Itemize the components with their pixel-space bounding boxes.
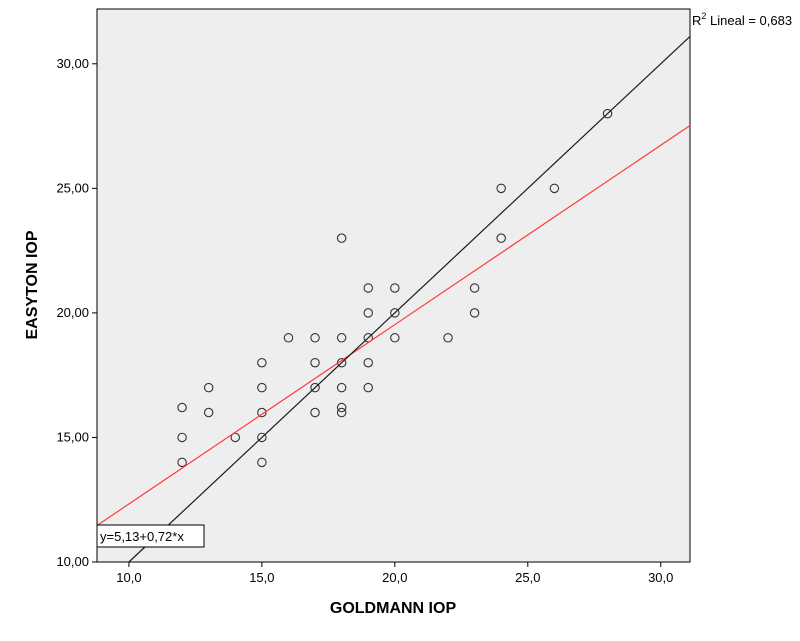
data-point <box>310 382 320 393</box>
data-point <box>336 407 347 418</box>
y-tick-label: 25,00 <box>56 180 89 195</box>
reference-line <box>128 35 691 563</box>
data-point <box>363 382 373 393</box>
line-layer <box>96 35 691 563</box>
x-tick-label: 10,0 <box>116 570 141 585</box>
fit-line <box>96 125 691 526</box>
data-point <box>283 333 294 343</box>
y-axis: 10,00 15,00 20,00 25,00 30,00 <box>56 56 97 569</box>
data-point <box>443 333 453 343</box>
y-tick-label: 15,00 <box>56 429 89 444</box>
data-point <box>363 357 373 368</box>
data-point <box>310 407 320 418</box>
data-point <box>177 432 187 443</box>
marker-layer <box>177 108 613 468</box>
data-point <box>310 357 320 368</box>
r2-base: R <box>692 13 701 28</box>
x-axis: 10,0 15,0 20,0 25,0 30,0 <box>116 562 673 585</box>
data-point <box>363 308 373 318</box>
r2-annotation: R2 Lineal = 0,683 <box>692 11 792 28</box>
x-tick-label: 15,0 <box>249 570 274 585</box>
x-axis-title: GOLDMANN IOP <box>330 600 457 617</box>
data-point <box>203 382 214 393</box>
data-point <box>177 457 187 468</box>
r2-sup: 2 <box>701 11 706 21</box>
x-tick-label: 20,0 <box>382 570 407 585</box>
data-point <box>257 432 267 443</box>
data-point <box>336 382 347 393</box>
data-point <box>469 308 480 318</box>
plot-area <box>96 8 691 563</box>
data-point <box>496 183 506 194</box>
data-point <box>203 407 214 418</box>
data-point <box>336 233 347 243</box>
data-point <box>257 357 267 368</box>
data-point <box>257 457 267 468</box>
equation-label-box <box>96 524 205 548</box>
data-point <box>390 283 400 293</box>
data-point <box>257 382 267 393</box>
data-point <box>230 432 241 443</box>
data-point <box>257 407 267 418</box>
data-point <box>177 402 187 413</box>
data-point <box>602 108 613 119</box>
data-point <box>496 233 506 243</box>
data-point <box>336 333 347 343</box>
data-point <box>390 333 400 343</box>
data-point <box>363 283 373 293</box>
data-point <box>469 283 480 293</box>
y-axis-title: EASYTON IOP <box>24 230 41 339</box>
x-tick-label: 25,0 <box>515 570 540 585</box>
r2-rest: Lineal = 0,683 <box>706 13 792 28</box>
y-tick-label: 30,00 <box>56 56 89 71</box>
data-point <box>549 183 560 194</box>
x-tick-label: 30,0 <box>648 570 673 585</box>
data-point <box>310 333 320 343</box>
y-tick-label: 10,00 <box>56 554 89 569</box>
equation-label: y=5,13+0,72*x <box>100 529 184 544</box>
y-tick-label: 20,00 <box>56 305 89 320</box>
data-point <box>336 402 347 413</box>
data-point <box>390 308 400 318</box>
